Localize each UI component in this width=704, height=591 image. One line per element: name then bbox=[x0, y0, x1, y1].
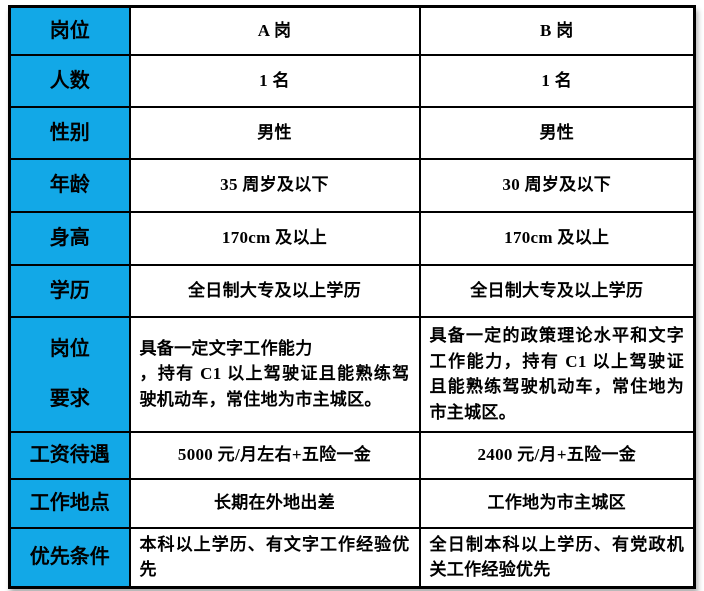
headcount-b-cell: 1 名 bbox=[418, 53, 696, 108]
height-label-cell: 身高 bbox=[8, 210, 131, 266]
education-b-cell: 全日制大专及以上学历 bbox=[418, 263, 696, 318]
table-row-requirements: 岗位 要求 具备一定文字工作能力 ，持有 C1 以上驾驶证且能熟练驾驶机动车，常… bbox=[8, 315, 696, 433]
work-location-a-cell: 长期在外地出差 bbox=[128, 477, 421, 529]
table-row-gender: 性别 男性 男性 bbox=[8, 105, 696, 160]
height-a-cell: 170cm 及以上 bbox=[128, 210, 421, 266]
priority-conditions-a-cell: 本科以上学历、有文字工作经验优先 bbox=[128, 526, 421, 588]
salary-a-cell: 5000 元/月左右+五险一金 bbox=[128, 430, 421, 480]
job-comparison-table: 岗位 A 岗 B 岗 人数 1 名 1 名 性别 男性 男性 年龄 35 周岁及… bbox=[8, 5, 696, 589]
headcount-label-cell: 人数 bbox=[8, 53, 131, 108]
headcount-a-cell: 1 名 bbox=[128, 53, 421, 108]
salary-label-cell: 工资待遇 bbox=[8, 430, 131, 480]
priority-conditions-b-cell: 全日制本科以上学历、有党政机关工作经验优先 bbox=[418, 526, 696, 588]
salary-b-cell: 2400 元/月+五险一金 bbox=[418, 430, 696, 480]
education-a-cell: 全日制大专及以上学历 bbox=[128, 263, 421, 318]
table-row-education: 学历 全日制大专及以上学历 全日制大专及以上学历 bbox=[8, 263, 696, 318]
work-location-b-cell: 工作地为市主城区 bbox=[418, 477, 696, 529]
age-b-cell: 30 周岁及以下 bbox=[418, 157, 696, 213]
table-row-salary: 工资待遇 5000 元/月左右+五险一金 2400 元/月+五险一金 bbox=[8, 430, 696, 480]
education-label-cell: 学历 bbox=[8, 263, 131, 318]
table-row-work-location: 工作地点 长期在外地出差 工作地为市主城区 bbox=[8, 477, 696, 529]
table-row-height: 身高 170cm 及以上 170cm 及以上 bbox=[8, 210, 696, 266]
height-b-cell: 170cm 及以上 bbox=[418, 210, 696, 266]
work-location-label-cell: 工作地点 bbox=[8, 477, 131, 529]
gender-a-cell: 男性 bbox=[128, 105, 421, 160]
position-b-cell: B 岗 bbox=[418, 5, 696, 56]
age-a-cell: 35 周岁及以下 bbox=[128, 157, 421, 213]
priority-conditions-label-cell: 优先条件 bbox=[8, 526, 131, 588]
age-label-cell: 年龄 bbox=[8, 157, 131, 213]
table-row-position: 岗位 A 岗 B 岗 bbox=[8, 5, 696, 56]
job-comparison-table-container: 岗位 A 岗 B 岗 人数 1 名 1 名 性别 男性 男性 年龄 35 周岁及… bbox=[8, 5, 696, 589]
position-label-cell: 岗位 bbox=[8, 5, 131, 56]
table-row-age: 年龄 35 周岁及以下 30 周岁及以下 bbox=[8, 157, 696, 213]
table-row-headcount: 人数 1 名 1 名 bbox=[8, 53, 696, 108]
requirements-label-cell: 岗位 要求 bbox=[8, 315, 131, 433]
table-row-priority-conditions: 优先条件 本科以上学历、有文字工作经验优先 全日制本科以上学历、有党政机关工作经… bbox=[8, 526, 696, 588]
requirements-a-cell: 具备一定文字工作能力 ，持有 C1 以上驾驶证且能熟练驾驶机动车，常住地为市主城… bbox=[128, 315, 421, 433]
gender-b-cell: 男性 bbox=[418, 105, 696, 160]
gender-label-cell: 性别 bbox=[8, 105, 131, 160]
position-a-cell: A 岗 bbox=[128, 5, 421, 56]
requirements-b-cell: 具备一定的政策理论水平和文字工作能力，持有 C1 以上驾驶证且能熟练驾驶机动车，… bbox=[418, 315, 696, 433]
